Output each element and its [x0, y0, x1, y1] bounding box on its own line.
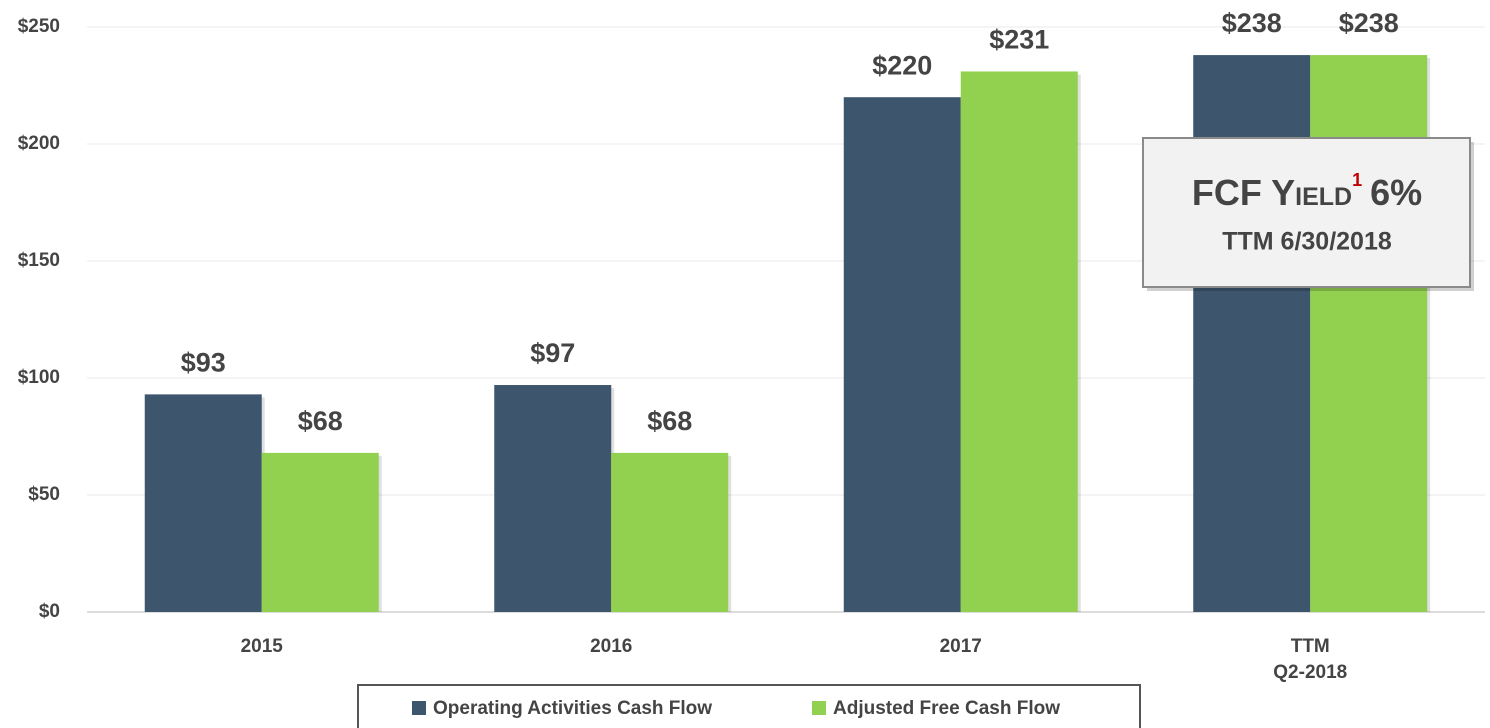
annotation-title: FCF Yield1 6% — [1192, 170, 1422, 213]
legend-swatch — [412, 701, 426, 715]
y-tick-label: $150 — [18, 250, 60, 271]
legend-swatch — [812, 701, 826, 715]
legend-box — [357, 684, 1141, 728]
data-label: $68 — [298, 406, 343, 436]
annotation-value: 6% — [1370, 172, 1422, 213]
data-label: $238 — [1339, 8, 1399, 38]
y-tick-label: $50 — [28, 484, 60, 505]
x-tick-label: 2017 — [939, 636, 982, 657]
data-label: $93 — [181, 348, 226, 378]
data-label: $68 — [647, 406, 692, 436]
legend-label: Adjusted Free Cash Flow — [833, 698, 1060, 719]
annotation-box — [1142, 137, 1471, 288]
y-tick-label: $200 — [18, 133, 60, 154]
bar — [494, 385, 612, 612]
legend-label: Operating Activities Cash Flow — [433, 698, 712, 719]
bar — [261, 452, 379, 612]
y-tick-label: $250 — [18, 16, 60, 37]
x-tick-label: 2015 — [240, 636, 283, 657]
y-tick-label: $100 — [18, 367, 60, 388]
annotation-footnote: 1 — [1352, 170, 1362, 190]
bar — [144, 394, 262, 612]
annotation-subtitle: TTM 6/30/2018 — [1222, 228, 1392, 256]
data-label: $220 — [872, 50, 932, 80]
data-label: $231 — [989, 25, 1049, 55]
data-label: $238 — [1222, 8, 1282, 38]
bar — [960, 71, 1078, 612]
annotation-label: FCF Yield — [1192, 172, 1352, 213]
bar — [843, 97, 961, 612]
x-tick-label: 2016 — [590, 636, 633, 657]
x-tick-label: TTM Q2-2018 — [1273, 636, 1348, 683]
bar — [611, 452, 729, 612]
data-label: $97 — [530, 338, 575, 368]
y-tick-label: $0 — [39, 601, 60, 622]
